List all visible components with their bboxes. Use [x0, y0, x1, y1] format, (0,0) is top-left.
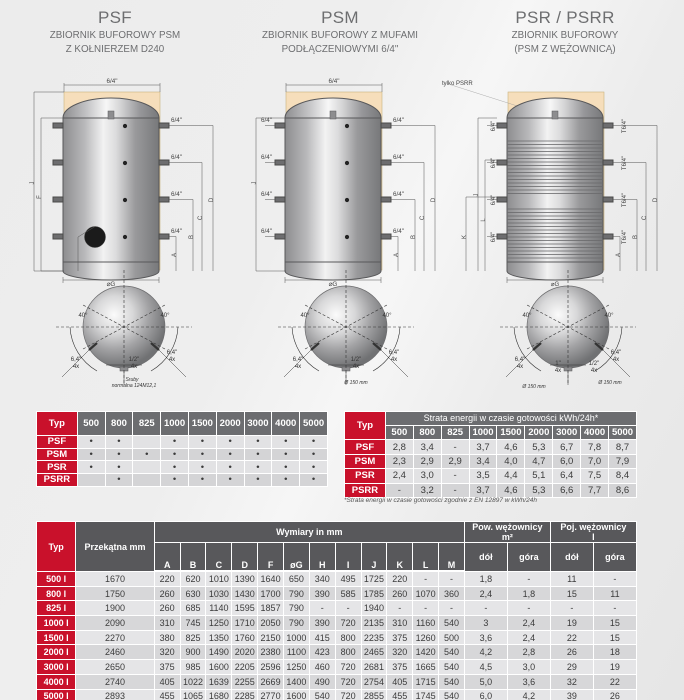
- svg-text:6/4": 6/4": [491, 195, 497, 205]
- svg-text:6,4": 6,4": [293, 357, 303, 363]
- svg-text:Ø 150 mm: Ø 150 mm: [597, 380, 621, 386]
- svg-text:L: L: [481, 218, 487, 222]
- svg-text:6/4": 6/4": [329, 78, 340, 85]
- svg-text:4x: 4x: [353, 364, 359, 370]
- svg-text:6/4": 6/4": [393, 191, 404, 198]
- svg-text:T6/4": T6/4": [622, 230, 628, 244]
- svg-text:T6/4": T6/4": [622, 119, 628, 133]
- svg-text:T6/4": T6/4": [622, 156, 628, 170]
- svg-text:40°: 40°: [604, 313, 614, 319]
- svg-text:B: B: [189, 235, 195, 239]
- svg-text:4x: 4x: [295, 364, 301, 370]
- svg-text:40°: 40°: [78, 313, 88, 319]
- svg-text:6/4": 6/4": [107, 78, 118, 85]
- svg-text:6/4": 6/4": [393, 154, 404, 161]
- svg-text:B: B: [411, 235, 417, 239]
- svg-text:1/2": 1/2": [589, 361, 599, 367]
- svg-text:4x: 4x: [555, 368, 561, 374]
- svg-text:6/4": 6/4": [171, 154, 182, 161]
- svg-text:6/4": 6/4": [393, 228, 404, 235]
- svg-text:A: A: [172, 253, 178, 257]
- svg-text:6/4": 6/4": [491, 158, 497, 168]
- svg-text:J: J: [474, 194, 480, 197]
- svg-text:6,4": 6,4": [611, 350, 621, 356]
- svg-text:D: D: [431, 197, 437, 202]
- svg-text:J: J: [252, 182, 258, 185]
- svg-text:4x: 4x: [391, 357, 397, 363]
- svg-text:4x: 4x: [169, 357, 175, 363]
- svg-text:1/2": 1/2": [351, 357, 361, 363]
- svg-text:6/4": 6/4": [491, 232, 497, 242]
- svg-text:6/4": 6/4": [261, 117, 272, 124]
- svg-text:normalna 124M12,1: normalna 124M12,1: [112, 383, 157, 389]
- svg-text:Ø 150 mm: Ø 150 mm: [343, 380, 367, 386]
- svg-text:D: D: [653, 197, 659, 202]
- svg-text:6/4": 6/4": [171, 117, 182, 124]
- svg-text:4x: 4x: [517, 364, 523, 370]
- svg-text:T6/4": T6/4": [622, 193, 628, 207]
- svg-text:4x: 4x: [591, 368, 597, 374]
- svg-text:A: A: [616, 253, 622, 257]
- svg-text:A: A: [394, 253, 400, 257]
- svg-text:6,4": 6,4": [71, 357, 81, 363]
- svg-text:6/4": 6/4": [261, 154, 272, 161]
- svg-text:4x: 4x: [73, 364, 79, 370]
- svg-text:6/4": 6/4": [261, 228, 272, 235]
- svg-text:C: C: [420, 215, 426, 220]
- svg-text:D: D: [209, 197, 215, 202]
- svg-text:J: J: [30, 182, 36, 185]
- svg-text:6,4": 6,4": [515, 357, 525, 363]
- svg-text:6/4": 6/4": [491, 121, 497, 131]
- svg-text:6/4": 6/4": [171, 191, 182, 198]
- svg-text:F: F: [37, 195, 43, 199]
- svg-text:1": 1": [555, 361, 560, 367]
- svg-text:1/2": 1/2": [129, 357, 139, 363]
- svg-text:6/4": 6/4": [393, 117, 404, 124]
- svg-text:4x: 4x: [613, 357, 619, 363]
- svg-text:40°: 40°: [300, 313, 310, 319]
- svg-text:6/4": 6/4": [261, 191, 272, 198]
- svg-text:40°: 40°: [382, 313, 392, 319]
- svg-text:6,4": 6,4": [167, 350, 177, 356]
- svg-text:B: B: [633, 235, 639, 239]
- svg-text:40°: 40°: [522, 313, 532, 319]
- svg-text:C: C: [642, 215, 648, 220]
- svg-text:C: C: [198, 215, 204, 220]
- svg-text:6/4": 6/4": [171, 228, 182, 235]
- svg-text:4x: 4x: [131, 364, 137, 370]
- svg-text:Ø 150 mm: Ø 150 mm: [521, 384, 545, 390]
- svg-text:K: K: [462, 235, 468, 239]
- svg-text:40°: 40°: [160, 313, 170, 319]
- svg-text:6,4": 6,4": [389, 350, 399, 356]
